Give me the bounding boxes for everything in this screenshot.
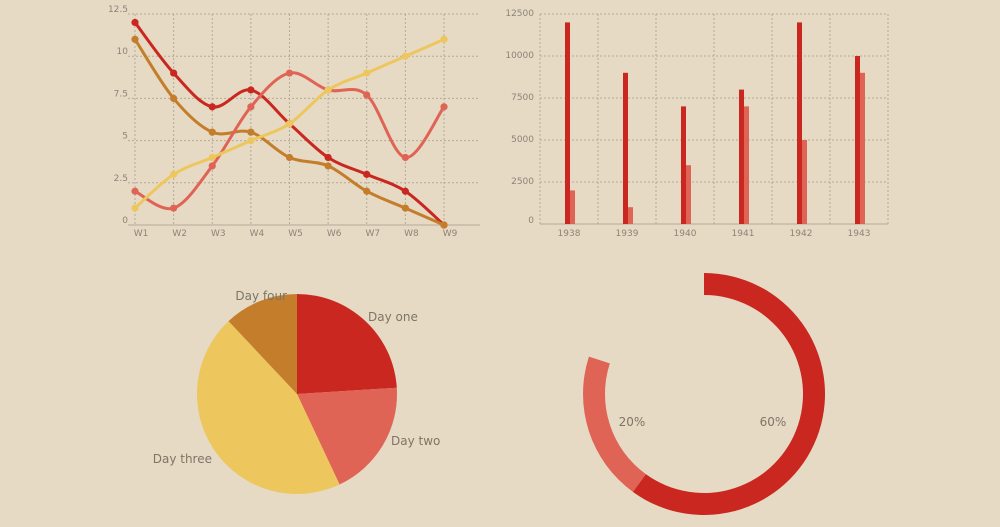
line-point [247, 128, 255, 136]
bar-y-tick: 12500 [505, 9, 534, 19]
bar-y-tick: 5000 [511, 135, 534, 145]
line-point [440, 35, 448, 43]
line-point [285, 69, 294, 77]
line-x-tick: W4 [250, 229, 265, 239]
pie-label: Day one [368, 310, 418, 324]
bar-x-tick: 1942 [790, 229, 813, 239]
bar-x-tick: 1938 [558, 229, 581, 239]
line-point [170, 69, 178, 77]
bar-1940-series-2 [686, 165, 691, 224]
line-y-tick: 2.5 [114, 174, 128, 184]
donut-segment-1 [632, 273, 825, 515]
line-point [131, 187, 139, 195]
pie-slice-4 [228, 294, 297, 394]
line-point [440, 103, 448, 111]
line-x-tick: W8 [404, 229, 419, 239]
pie-chart: Day one Day two Day three Day four [153, 289, 440, 494]
line-point [131, 35, 139, 43]
bar-chart: 0 2500 5000 7500 10000 12500 1938 1939 1940 1941 1… [505, 9, 889, 239]
line-point [247, 103, 255, 111]
bar-1941-series-2 [744, 106, 749, 224]
line-point [208, 162, 216, 170]
bar-x-tick: 1941 [732, 229, 755, 239]
line-point [401, 52, 409, 60]
line-point [208, 103, 216, 111]
donut-chart: 60% 20% [583, 273, 825, 515]
line-point [247, 137, 255, 145]
line-point [324, 153, 332, 162]
line-point [131, 18, 139, 27]
line-point [363, 170, 371, 178]
line-chart: 0 2.5 5 7.5 10 12.5 W1 W2 W3 W4 W5 W6 W7 W8 W9 [108, 5, 480, 239]
pie-slice-1 [297, 294, 397, 394]
line-x-tick: W1 [134, 229, 149, 239]
line-point [170, 94, 178, 102]
bar-1942-series-1 [797, 22, 802, 225]
line-y-tick: 10 [117, 47, 129, 57]
bar-1940-series-1 [681, 106, 686, 224]
line-point [170, 170, 178, 178]
line-x-tick: W7 [365, 229, 380, 239]
donut-label: 20% [619, 415, 646, 429]
line-point [247, 86, 255, 94]
bar-x-tick: 1943 [848, 229, 871, 239]
bar-y-tick: 0 [528, 216, 534, 226]
donut-label: 60% [760, 415, 787, 429]
line-y-tick: 5 [122, 132, 128, 142]
line-x-tick: W6 [327, 229, 342, 239]
bar-y-tick: 7500 [511, 93, 534, 103]
line-x-tick: W3 [211, 229, 226, 239]
bar-1941-series-1 [739, 89, 744, 224]
line-x-tick: W2 [172, 229, 187, 239]
bar-x-tick: 1939 [616, 229, 639, 239]
pie-slice-3 [197, 321, 340, 494]
line-x-tick: W5 [288, 229, 303, 239]
pie-label: Day two [391, 434, 440, 448]
pie-label: Day three [153, 452, 212, 466]
bar-1939-series-1 [623, 72, 628, 224]
line-point [285, 153, 294, 162]
bar-1942-series-2 [802, 140, 807, 224]
bar-1938-series-2 [570, 190, 575, 224]
line-point [401, 204, 409, 212]
line-point [401, 153, 409, 162]
line-y-tick: 7.5 [114, 89, 128, 99]
line-point [208, 153, 216, 162]
bar-y-tick: 10000 [505, 51, 534, 61]
pie-label: Day four [235, 289, 287, 303]
line-point [131, 204, 139, 212]
bar-1943-series-1 [855, 56, 860, 224]
pie-slice-2 [297, 387, 397, 485]
bar-1938-series-1 [565, 22, 570, 225]
line-point [285, 120, 294, 128]
line-y-tick: 0 [122, 216, 128, 226]
line-point [401, 187, 409, 195]
bar-1939-series-2 [628, 207, 633, 224]
line-point [170, 204, 178, 212]
line-point [363, 187, 371, 195]
line-y-tick: 12.5 [108, 5, 128, 15]
line-point [324, 162, 332, 170]
line-point [363, 91, 371, 99]
bar-x-tick: 1940 [674, 229, 697, 239]
line-x-tick: W9 [443, 229, 458, 239]
bar-y-tick: 2500 [511, 177, 534, 187]
bar-1943-series-2 [860, 72, 865, 224]
line-point [324, 86, 332, 94]
line-point [440, 221, 448, 229]
line-point [363, 69, 371, 77]
donut-segment-2 [583, 356, 646, 492]
line-point [208, 128, 216, 136]
